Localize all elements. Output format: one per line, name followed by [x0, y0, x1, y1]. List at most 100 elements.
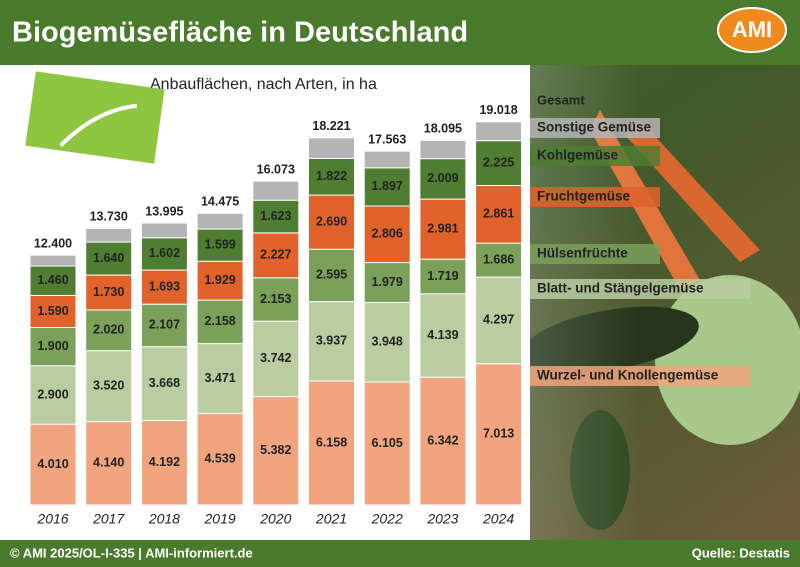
value-label: 1.929	[204, 273, 235, 287]
bar-segment	[308, 157, 355, 196]
x-tick-label: 2024	[482, 511, 514, 527]
value-label: 1.686	[483, 252, 514, 266]
value-label: 3.937	[316, 334, 347, 348]
bar-segment	[85, 350, 133, 423]
value-label: 1.590	[37, 304, 68, 318]
value-label: 3.471	[204, 371, 235, 385]
eu-leaf	[59, 103, 138, 147]
value-label: 3.742	[260, 351, 291, 365]
total-label: 18.221	[312, 119, 350, 133]
bar-segment	[419, 139, 467, 160]
bar-segment	[308, 380, 355, 506]
x-tick-label: 2019	[204, 511, 236, 527]
bar-segment	[85, 421, 133, 506]
bar-segment	[140, 222, 188, 239]
value-label: 1.719	[427, 269, 458, 283]
x-tick-label: 2020	[259, 511, 291, 527]
value-label: 3.520	[93, 378, 124, 392]
value-label: 2.020	[93, 323, 124, 337]
value-label: 2.861	[483, 207, 514, 221]
value-label: 1.623	[260, 209, 291, 223]
value-label: 2.806	[372, 227, 403, 241]
bar-segment	[363, 301, 411, 383]
bar-segment	[363, 150, 411, 169]
value-label: 6.342	[427, 433, 458, 447]
value-label: 6.105	[372, 436, 403, 450]
value-label: 3.668	[149, 376, 180, 390]
value-label: 1.822	[316, 169, 347, 183]
value-label: 6.158	[316, 435, 347, 449]
bar-segment	[252, 396, 300, 506]
bar-segment	[308, 248, 355, 303]
value-label: 7.013	[483, 427, 514, 441]
legend-label: Blatt- und Stängelgemüse	[537, 281, 704, 296]
value-label: 2.158	[204, 314, 235, 328]
bar-segment	[196, 212, 244, 230]
bar-segment	[140, 303, 188, 348]
bar-segment	[85, 274, 133, 311]
value-label: 4.539	[204, 452, 235, 466]
bar-segment	[196, 343, 244, 415]
value-label: 3.948	[372, 335, 403, 349]
total-label: 14.475	[201, 195, 239, 209]
bar-segment	[419, 198, 467, 260]
value-label: 2.981	[427, 221, 458, 235]
x-tick-label: 2016	[36, 511, 68, 527]
bar-segment	[29, 294, 77, 328]
value-label: 2.595	[316, 268, 347, 282]
footer-right: Quelle: Destatis	[692, 545, 790, 560]
legend-label: Kohlgemüse	[537, 148, 619, 163]
value-label: 1.640	[93, 251, 124, 265]
bar-segment	[363, 167, 411, 207]
bar-segment	[308, 194, 355, 250]
bar-segment	[363, 381, 411, 506]
legend-swatch	[530, 366, 750, 386]
value-label: 2.900	[37, 387, 68, 401]
value-label: 1.900	[37, 339, 68, 353]
x-tick-label: 2021	[315, 511, 347, 527]
value-label: 4.010	[37, 457, 68, 471]
bar-segment	[475, 184, 523, 244]
value-label: 4.192	[149, 455, 180, 469]
logo	[717, 7, 787, 53]
bar-segment	[475, 276, 523, 365]
legend-swatch	[530, 279, 750, 299]
footer-left: © AMI 2025/OL-I-335 | AMI-informiert.de	[10, 545, 253, 560]
logo-text: AMI	[732, 17, 772, 42]
total-label: 16.073	[257, 162, 295, 176]
legend-label: Hülsenfrüchte	[537, 246, 628, 261]
bar-segment	[29, 254, 77, 267]
legend-swatch	[530, 118, 660, 138]
bar-segment	[140, 269, 188, 305]
legend-swatch	[530, 187, 660, 207]
value-label: 2.225	[483, 155, 514, 169]
value-label: 1.460	[37, 273, 68, 287]
total-legend: Gesamt	[537, 92, 585, 107]
value-label: 2.153	[260, 292, 291, 306]
legend-label: Sonstige Gemüse	[537, 120, 652, 135]
x-tick-label: 2017	[92, 511, 125, 527]
value-label: 1.730	[93, 285, 124, 299]
bar-segment	[475, 121, 523, 142]
total-label: 19.018	[479, 103, 517, 117]
footer-band	[0, 540, 800, 567]
total-label: 18.095	[424, 122, 462, 136]
bar-segment	[419, 376, 467, 506]
bar-segment	[29, 326, 77, 367]
legend-label: Wurzel- und Knollengemüse	[537, 368, 719, 383]
bar-segment	[196, 299, 244, 345]
subtitle: Anbauflächen, nach Arten, in ha	[150, 76, 377, 93]
total-label: 13.995	[145, 204, 183, 218]
value-label: 4.139	[427, 328, 458, 342]
x-tick-label: 2018	[148, 511, 180, 527]
bar-segment	[475, 363, 523, 506]
value-label: 1.897	[372, 179, 403, 193]
value-label: 1.979	[372, 275, 403, 289]
value-label: 2.107	[149, 318, 180, 332]
cabbage	[655, 275, 800, 445]
total-label: 13.730	[90, 210, 128, 224]
bar-segment	[29, 423, 77, 506]
total-label: 12.400	[34, 236, 72, 250]
bar-segment	[29, 265, 77, 296]
